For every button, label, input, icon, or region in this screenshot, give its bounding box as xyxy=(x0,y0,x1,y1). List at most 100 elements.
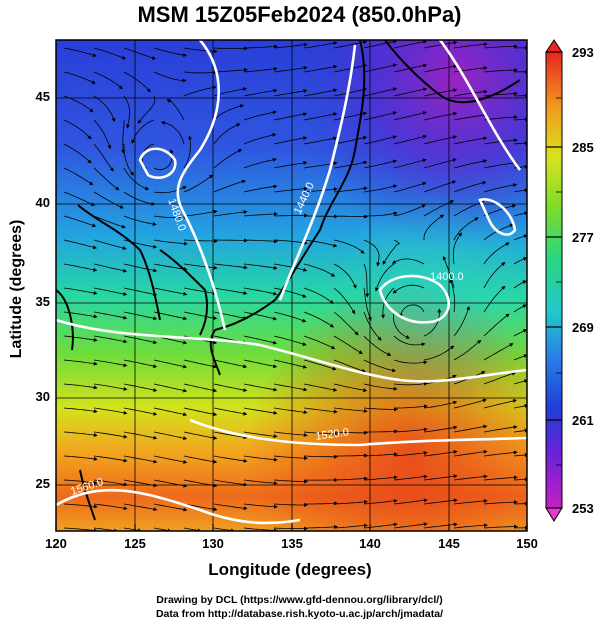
streamline xyxy=(243,383,278,392)
streamline xyxy=(243,455,278,462)
streamline xyxy=(363,311,382,341)
colorbar-tick-label: 261 xyxy=(572,413,594,428)
streamline xyxy=(363,287,372,322)
contour-label: 1400.0 xyxy=(430,271,464,283)
streamline xyxy=(363,522,398,529)
streamline xyxy=(363,239,381,267)
streamline xyxy=(93,143,114,172)
streamline xyxy=(273,186,308,193)
streamline xyxy=(393,204,426,217)
streamline xyxy=(213,455,248,463)
streamline xyxy=(393,40,428,49)
streamline xyxy=(123,455,158,464)
streamline xyxy=(213,149,243,169)
streamline xyxy=(123,383,158,392)
streamline xyxy=(213,311,248,320)
streamline xyxy=(303,431,338,436)
streamline xyxy=(423,400,458,409)
streamline xyxy=(273,239,308,245)
streamline xyxy=(333,523,368,529)
streamline xyxy=(453,200,485,217)
streamline xyxy=(123,311,158,321)
streamline xyxy=(63,455,98,461)
streamline xyxy=(93,431,128,439)
y-tick-label: 30 xyxy=(35,389,50,404)
x-axis-label: Longitude (degrees) xyxy=(208,560,372,579)
streamline xyxy=(243,66,278,73)
streamline xyxy=(243,263,278,270)
streamline xyxy=(93,383,128,391)
streamline xyxy=(394,404,428,409)
streamline xyxy=(63,287,98,295)
streamline xyxy=(273,65,308,73)
y-tick-label: 25 xyxy=(35,476,50,491)
streamline xyxy=(153,383,188,393)
streamline xyxy=(483,450,518,457)
streamline xyxy=(483,398,518,409)
streamline xyxy=(243,479,278,486)
streamline xyxy=(334,453,368,458)
streamline xyxy=(393,181,427,193)
streamline xyxy=(393,311,410,339)
streamline xyxy=(153,263,188,271)
streamline xyxy=(423,308,442,337)
streamline xyxy=(93,263,128,273)
streamline xyxy=(243,527,278,531)
contour-line xyxy=(438,40,522,171)
streamline xyxy=(273,263,308,272)
streamline xyxy=(183,383,218,393)
streamline xyxy=(183,503,218,512)
colorbar-tick-label: 293 xyxy=(572,45,594,60)
credit-drawing: Drawing by DCL (https://www.gfd-dennou.o… xyxy=(156,594,443,606)
streamline xyxy=(183,263,218,270)
colorbar-tick-label: 277 xyxy=(572,230,594,245)
streamline xyxy=(393,498,428,505)
streamline xyxy=(393,134,428,145)
streamline xyxy=(483,343,514,361)
streamline xyxy=(453,180,487,193)
streamline xyxy=(123,71,151,93)
streamline xyxy=(243,157,277,169)
streamline xyxy=(123,167,150,191)
streamline xyxy=(304,524,338,529)
streamline xyxy=(363,40,398,49)
streamline xyxy=(452,232,463,265)
streamline xyxy=(513,117,527,122)
streamline xyxy=(363,87,398,97)
streamline xyxy=(213,104,245,121)
streamline xyxy=(243,503,278,509)
streamline xyxy=(363,159,398,169)
streamline xyxy=(333,335,363,354)
streamline xyxy=(63,143,92,164)
streamline xyxy=(123,287,158,297)
streamline xyxy=(453,217,479,241)
streamline xyxy=(513,141,527,146)
streamline xyxy=(363,111,398,121)
contour-line xyxy=(176,40,227,331)
streamline xyxy=(363,184,398,193)
streamline xyxy=(153,71,187,83)
streamline xyxy=(93,455,128,463)
streamline xyxy=(63,119,92,140)
streamline xyxy=(213,287,248,295)
x-tick-label: 145 xyxy=(438,536,460,551)
streamline xyxy=(363,335,392,356)
colorbar-tick-label: 285 xyxy=(572,140,594,155)
streamline xyxy=(243,407,278,415)
streamline xyxy=(513,234,527,241)
streamline xyxy=(63,239,98,250)
streamline xyxy=(273,479,308,484)
streamline xyxy=(153,47,188,57)
streamline xyxy=(273,335,307,346)
streamline xyxy=(93,95,116,122)
streamline xyxy=(183,239,218,244)
streamline xyxy=(483,475,518,481)
streamline xyxy=(513,304,527,313)
streamline xyxy=(153,503,188,512)
streamline xyxy=(93,503,128,511)
streamline xyxy=(123,239,158,249)
streamline xyxy=(303,407,338,414)
streamline xyxy=(243,431,278,439)
streamline xyxy=(243,88,278,97)
streamline xyxy=(303,41,338,49)
